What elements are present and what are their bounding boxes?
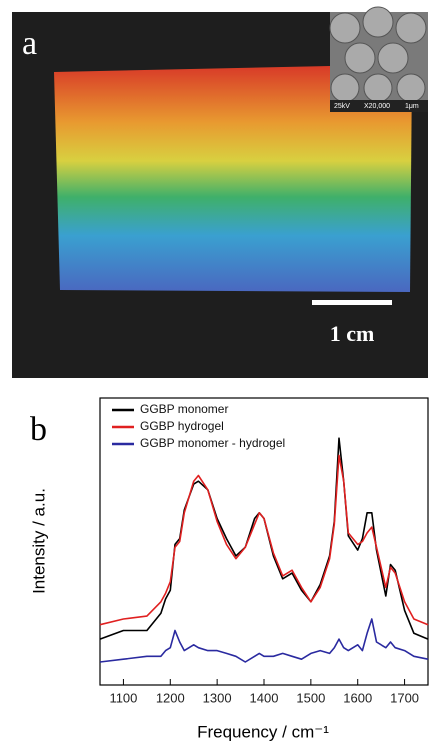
photo-panel: 25kV X20,000 1μm a 1 cm [12, 7, 428, 378]
inset-magnification: X20,000 [364, 103, 390, 110]
inset-voltage: 25kV [334, 103, 350, 110]
x-tick-label: 1500 [296, 690, 325, 705]
x-tick-label: 1600 [343, 690, 372, 705]
figure: 25kV X20,000 1μm a 1 cm b Frequency / cm… [0, 0, 440, 747]
legend-label: GGBP hydrogel [140, 419, 224, 433]
panel-label: a [22, 25, 37, 62]
inset-scale: 1μm [405, 103, 419, 110]
y-axis-label: Intensity / a.u. [29, 488, 48, 594]
x-tick-label: 1700 [390, 690, 419, 705]
series-line [100, 619, 428, 662]
series-line [100, 438, 428, 639]
x-tick-label: 1400 [250, 690, 279, 705]
panel-label: b [30, 411, 47, 448]
scale-text: 1 cm [330, 321, 375, 346]
scale-bar [312, 300, 392, 305]
legend-label: GGBP monomer - hydrogel [140, 436, 285, 450]
x-tick-label: 1200 [156, 690, 185, 705]
series-line [100, 455, 428, 624]
x-axis-label: Frequency / cm⁻¹ [197, 722, 329, 741]
x-tick-label: 1100 [109, 690, 137, 705]
legend-label: GGBP monomer [140, 402, 228, 416]
x-tick-label: 1300 [203, 690, 232, 705]
